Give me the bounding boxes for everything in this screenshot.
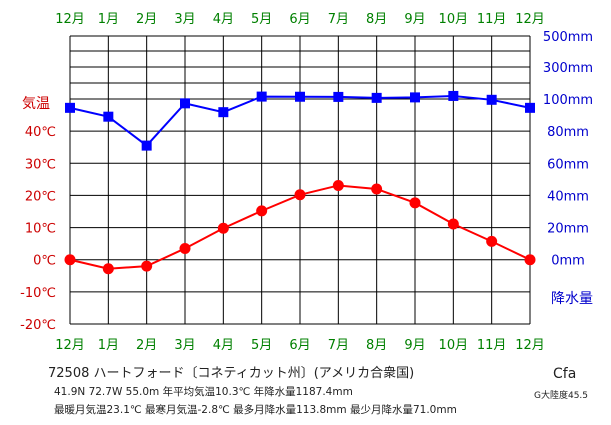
precipitation-tick-label: 80mm [547,125,589,140]
temperature-point [486,235,498,247]
month-label: 10月 [439,338,469,353]
precipitation-point [525,102,535,113]
month-label: 8月 [366,12,387,27]
temperature-tick-label: -20℃ [20,318,56,333]
continentality-index: G大陸度45.5 [534,391,589,401]
month-label: 3月 [174,338,195,353]
precipitation-series [65,90,535,151]
temperature-point [64,254,76,266]
month-label: 8月 [366,338,387,353]
month-label: 7月 [328,12,349,27]
precipitation-point [180,98,190,109]
month-label: 10月 [439,12,469,27]
precipitation-point [103,111,114,122]
temperature-point [294,189,306,201]
temperature-series [64,179,536,275]
precipitation-tick-label: 20mm [547,222,589,237]
month-label: 12月 [515,338,545,353]
precipitation-point [141,140,152,151]
temperature-axis: 気温 40℃ 30℃ 20℃ 10℃ 0℃ -10℃ -20℃ [20,96,56,333]
month-label: 12月 [55,338,85,353]
month-label: 9月 [404,12,425,27]
month-label: 9月 [404,338,425,353]
month-label: 12月 [515,12,545,27]
temperature-tick-label: 0℃ [33,254,56,269]
month-labels-bottom: 12月 1月 2月 3月 4月 5月 6月 7月 8月 9月 10月 11月 12月 [55,338,545,353]
month-label: 3月 [174,12,195,27]
station-statistics: 41.9N 72.7W 55.0m 年平均気温10.3℃ 年降水量1187.4m… [54,386,353,398]
grid [69,35,531,325]
precipitation-tick-label: 100mm [543,93,593,108]
precipitation-axis: 500mm 300mm 100mm 80mm 60mm 40mm 20mm 0mm 降水量 [543,30,593,307]
month-label: 1月 [98,12,119,27]
temperature-point [409,197,421,209]
month-label: 11月 [477,338,507,353]
month-label: 12月 [55,12,85,27]
month-label: 7月 [328,338,349,353]
temperature-point [524,254,536,266]
month-label: 2月 [136,338,157,353]
precipitation-point [333,91,344,102]
temperature-point [179,242,191,254]
precipitation-tick-label: 500mm [543,30,593,45]
temperature-axis-title: 気温 [22,96,50,112]
month-label: 6月 [289,338,310,353]
month-label: 4月 [213,12,234,27]
month-label: 4月 [213,338,234,353]
extreme-statistics: 最暖月気温23.1℃ 最寒月気温-2.8℃ 最多月降水量113.8mm 最少月降… [54,404,457,416]
precipitation-tick-label: 300mm [543,61,593,76]
temperature-point [141,260,153,272]
precipitation-tick-label: 40mm [547,189,589,204]
precipitation-tick-label: 0mm [551,254,585,269]
precipitation-point [295,91,305,102]
precipitation-axis-title: 降水量 [551,291,593,307]
temperature-tick-label: 40℃ [25,125,56,140]
month-label: 2月 [136,12,157,27]
temperature-point [217,222,229,234]
temperature-tick-label: 10℃ [25,222,56,237]
month-label: 6月 [289,12,310,27]
temperature-tick-label: -10℃ [20,286,56,301]
month-label: 1月 [98,338,119,353]
precipitation-point [486,94,497,105]
month-label: 5月 [251,338,272,353]
temperature-tick-label: 20℃ [25,189,56,204]
month-label: 11月 [477,12,507,27]
precipitation-point [410,92,420,103]
month-labels-top: 12月 1月 2月 3月 4月 5月 6月 7月 8月 9月 10月 11月 12月 [55,12,545,27]
temperature-point [332,179,344,191]
precipitation-point [65,102,75,113]
temperature-point [102,263,114,275]
precipitation-point [218,107,229,118]
temperature-point [256,205,268,217]
temperature-tick-label: 30℃ [25,157,56,172]
precipitation-point [256,91,267,102]
climate-classification: Cfa [553,366,577,382]
precipitation-tick-label: 60mm [547,157,589,172]
precipitation-point [371,92,382,103]
month-label: 5月 [251,12,272,27]
precipitation-point [448,90,459,101]
temperature-point [447,218,459,230]
station-title: 72508 ハートフォード〔コネティカット州〕(アメリカ合衆国) [48,366,415,381]
temperature-point [371,183,383,195]
